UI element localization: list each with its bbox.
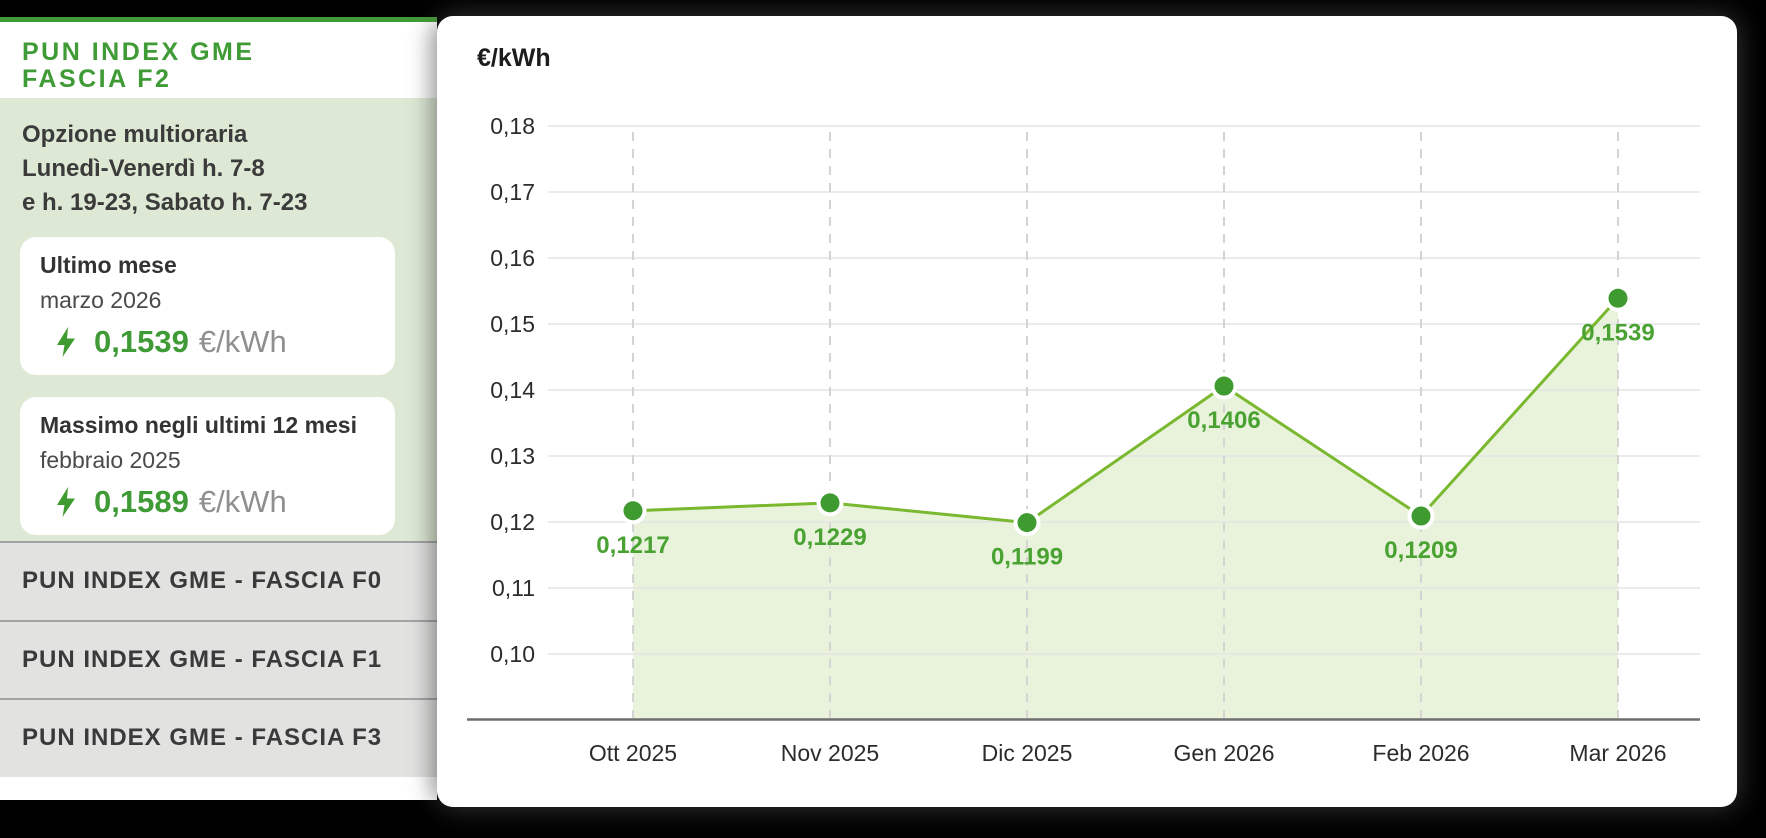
chart-y-axis-unit-label: €/kWh bbox=[477, 44, 551, 72]
max-12-months-unit: €/kWh bbox=[198, 484, 287, 519]
y-tick-label: 0,13 bbox=[490, 443, 535, 469]
trend-line bbox=[632, 297, 1620, 525]
max-12-months-card: Massimo negli ultimi 12 mesi febbraio 20… bbox=[20, 397, 395, 535]
data-point-dot[interactable] bbox=[1608, 288, 1628, 308]
x-tick-label: Nov 2025 bbox=[781, 740, 879, 766]
max-12-months-card-title: Massimo negli ultimi 12 mesi bbox=[40, 412, 357, 438]
sidebar-title-line1: PUN INDEX GME bbox=[22, 38, 255, 66]
fascia-link-f0[interactable]: PUN INDEX GME - FASCIA F0 bbox=[0, 541, 437, 620]
x-tick-label: Feb 2026 bbox=[1372, 740, 1469, 766]
y-tick-label: 0,18 bbox=[490, 113, 535, 139]
data-point-dot[interactable] bbox=[820, 493, 840, 513]
fascia-link-f3[interactable]: PUN INDEX GME - FASCIA F3 bbox=[0, 698, 437, 777]
y-tick-label: 0,14 bbox=[490, 377, 535, 403]
sidebar: PUN INDEX GME FASCIA F2 Opzione multiora… bbox=[0, 17, 437, 800]
x-tick-label: Gen 2026 bbox=[1173, 740, 1274, 766]
data-point-label: 0,1539 bbox=[1581, 319, 1654, 346]
x-tick-label: Dic 2025 bbox=[982, 740, 1073, 766]
option-description: Opzione multioraria Lunedì-Venerdì h. 7-… bbox=[22, 118, 395, 220]
last-month-card: Ultimo mese marzo 2026 0,1539 €/kWh bbox=[20, 237, 395, 375]
y-tick-label: 0,10 bbox=[490, 641, 535, 667]
sidebar-title: PUN INDEX GME FASCIA F2 bbox=[0, 22, 437, 98]
area-fill bbox=[633, 298, 1618, 720]
y-tick-label: 0,12 bbox=[490, 509, 535, 535]
last-month-value: 0,1539 bbox=[94, 324, 189, 359]
trend-chart-svg: 0,18 0,17 0,16 0,15 0,14 0,13 0,12 0,11 0,10 Ott … bbox=[467, 113, 1700, 766]
fascia-link-f1[interactable]: PUN INDEX GME - FASCIA F1 bbox=[0, 619, 437, 699]
y-tick-label: 0,16 bbox=[490, 245, 535, 271]
option-line-2: Lunedì-Venerdì h. 7-8 bbox=[22, 155, 265, 182]
last-month-card-title: Ultimo mese bbox=[40, 252, 177, 278]
x-tick-label: Mar 2026 bbox=[1569, 740, 1666, 766]
data-point-dot[interactable] bbox=[1411, 506, 1431, 526]
data-point-label: 0,1217 bbox=[596, 532, 669, 559]
chart-card: €/kWh 0,18 0,17 0,16 0,15 0,14 0,13 0,12 0,11 0,… bbox=[437, 16, 1737, 807]
last-month-unit: €/kWh bbox=[198, 324, 287, 359]
option-description-panel: Opzione multioraria Lunedì-Venerdì h. 7-… bbox=[0, 98, 437, 541]
lightning-bolt-icon bbox=[57, 487, 75, 517]
data-point-label: 0,1229 bbox=[793, 524, 866, 551]
data-point-dot[interactable] bbox=[623, 501, 643, 521]
data-point-dot[interactable] bbox=[1214, 376, 1234, 396]
y-tick-label: 0,15 bbox=[490, 311, 535, 337]
data-point-label: 0,1209 bbox=[1384, 537, 1457, 564]
data-point-label: 0,1406 bbox=[1187, 407, 1260, 434]
last-month-value-row: 0,1539 €/kWh bbox=[40, 324, 375, 360]
y-tick-label: 0,11 bbox=[492, 575, 535, 601]
option-line-3: e h. 19-23, Sabato h. 7-23 bbox=[22, 189, 308, 216]
fascia-list: PUN INDEX GME - FASCIA F0 PUN INDEX GME … bbox=[0, 541, 437, 783]
max-12-months-value: 0,1589 bbox=[94, 484, 189, 519]
last-month-card-subtitle: marzo 2026 bbox=[40, 287, 162, 313]
y-tick-label: 0,17 bbox=[490, 179, 535, 205]
max-12-months-value-row: 0,1589 €/kWh bbox=[40, 484, 375, 520]
option-line-1: Opzione multioraria bbox=[22, 121, 248, 148]
lightning-bolt-icon bbox=[57, 327, 75, 357]
data-point-label: 0,1199 bbox=[991, 544, 1063, 571]
x-tick-label: Ott 2025 bbox=[589, 740, 677, 766]
sidebar-title-line2: FASCIA F2 bbox=[22, 65, 172, 93]
data-point-dot[interactable] bbox=[1017, 513, 1037, 533]
max-12-months-card-subtitle: febbraio 2025 bbox=[40, 447, 181, 473]
